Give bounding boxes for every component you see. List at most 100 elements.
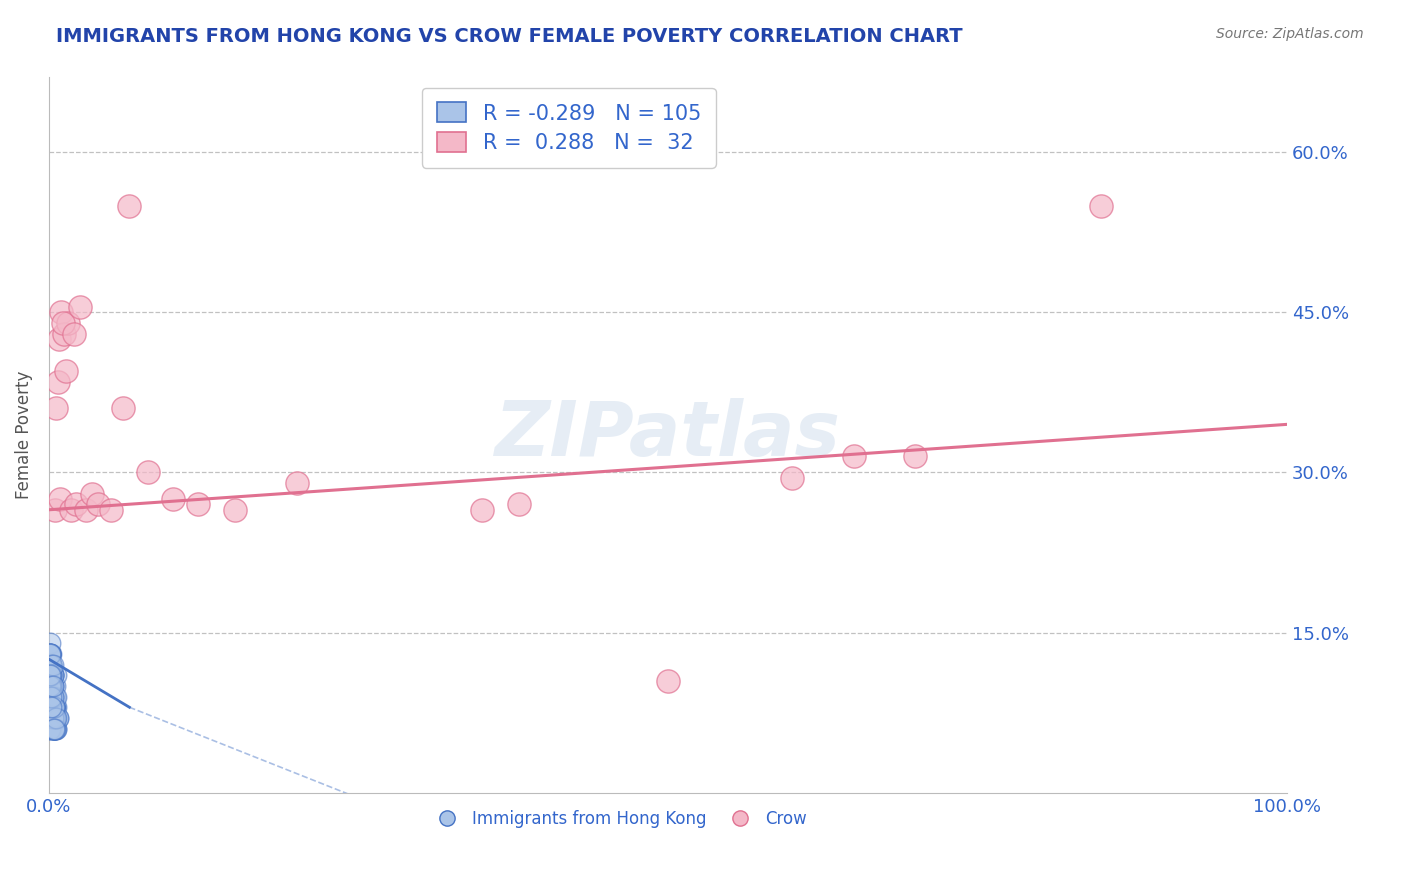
- Point: [136, 466, 159, 480]
- Point: [41, 700, 63, 714]
- Point: [39, 647, 62, 661]
- Point: [41, 657, 63, 672]
- Point: [42, 711, 65, 725]
- Point: [42, 722, 65, 736]
- Text: IMMIGRANTS FROM HONG KONG VS CROW FEMALE POVERTY CORRELATION CHART: IMMIGRANTS FROM HONG KONG VS CROW FEMALE…: [56, 27, 963, 45]
- Point: [41, 690, 63, 704]
- Point: [41, 711, 63, 725]
- Point: [1090, 198, 1112, 212]
- Point: [46, 711, 69, 725]
- Point: [39, 690, 62, 704]
- Point: [45, 401, 67, 416]
- Point: [41, 711, 63, 725]
- Point: [842, 450, 865, 464]
- Point: [41, 700, 63, 714]
- Point: [39, 647, 62, 661]
- Point: [41, 690, 63, 704]
- Point: [186, 498, 208, 512]
- Point: [44, 722, 66, 736]
- Point: [48, 332, 70, 346]
- Point: [41, 668, 63, 682]
- Point: [39, 668, 62, 682]
- Point: [46, 375, 69, 389]
- Point: [39, 657, 62, 672]
- Point: [60, 502, 83, 516]
- Point: [780, 471, 803, 485]
- Point: [508, 498, 530, 512]
- Point: [42, 700, 65, 714]
- Point: [42, 700, 65, 714]
- Point: [100, 502, 122, 516]
- Point: [41, 668, 63, 682]
- Point: [224, 502, 246, 516]
- Point: [39, 679, 62, 693]
- Point: [56, 316, 79, 330]
- Point: [39, 647, 62, 661]
- Point: [39, 679, 62, 693]
- Point: [162, 492, 184, 507]
- Point: [39, 722, 62, 736]
- Point: [39, 679, 62, 693]
- Point: [42, 711, 65, 725]
- Point: [42, 700, 65, 714]
- Point: [41, 657, 63, 672]
- Point: [41, 679, 63, 693]
- Point: [39, 679, 62, 693]
- Point: [42, 722, 65, 736]
- Point: [44, 711, 66, 725]
- Point: [41, 690, 63, 704]
- Point: [112, 401, 135, 416]
- Point: [41, 657, 63, 672]
- Point: [285, 476, 308, 491]
- Point: [471, 502, 494, 516]
- Point: [42, 722, 65, 736]
- Legend: Immigrants from Hong Kong, Crow: Immigrants from Hong Kong, Crow: [423, 803, 813, 834]
- Point: [41, 711, 63, 725]
- Point: [41, 668, 63, 682]
- Point: [41, 690, 63, 704]
- Point: [42, 700, 65, 714]
- Point: [39, 657, 62, 672]
- Point: [75, 502, 97, 516]
- Point: [41, 668, 63, 682]
- Text: Source: ZipAtlas.com: Source: ZipAtlas.com: [1216, 27, 1364, 41]
- Point: [42, 700, 65, 714]
- Point: [41, 679, 63, 693]
- Point: [41, 690, 63, 704]
- Point: [41, 711, 63, 725]
- Point: [41, 711, 63, 725]
- Point: [52, 316, 75, 330]
- Point: [49, 492, 72, 507]
- Point: [45, 668, 67, 682]
- Point: [39, 668, 62, 682]
- Point: [41, 690, 63, 704]
- Point: [44, 700, 66, 714]
- Point: [41, 700, 63, 714]
- Text: ZIPatlas: ZIPatlas: [495, 398, 841, 472]
- Point: [41, 657, 63, 672]
- Point: [904, 450, 927, 464]
- Point: [39, 647, 62, 661]
- Point: [41, 647, 63, 661]
- Point: [41, 690, 63, 704]
- Point: [87, 498, 110, 512]
- Point: [65, 498, 87, 512]
- Point: [44, 722, 66, 736]
- Point: [39, 679, 62, 693]
- Point: [41, 700, 63, 714]
- Point: [41, 722, 63, 736]
- Point: [41, 690, 63, 704]
- Y-axis label: Female Poverty: Female Poverty: [15, 371, 32, 500]
- Point: [69, 300, 91, 314]
- Point: [41, 679, 63, 693]
- Point: [45, 690, 67, 704]
- Point: [39, 647, 62, 661]
- Point: [42, 700, 65, 714]
- Point: [41, 690, 63, 704]
- Point: [46, 711, 69, 725]
- Point: [44, 711, 66, 725]
- Point: [55, 364, 77, 378]
- Point: [41, 668, 63, 682]
- Point: [45, 711, 67, 725]
- Point: [42, 700, 65, 714]
